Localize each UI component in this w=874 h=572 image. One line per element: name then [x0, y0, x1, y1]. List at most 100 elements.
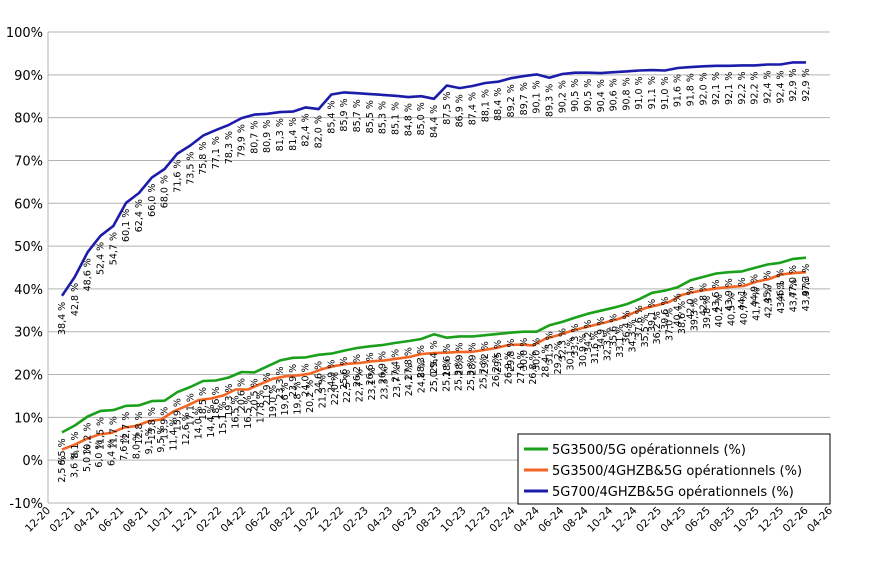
data-label: 79,9 %: [237, 124, 248, 157]
x-tick-label: 12-22: [316, 505, 346, 535]
data-label: 29,8 %: [506, 339, 517, 372]
data-label: 92,4 %: [763, 70, 774, 103]
x-tick-label: 04-26: [805, 504, 835, 534]
x-tick-label: 10-25: [732, 505, 762, 535]
data-label: 30,9 %: [578, 334, 589, 367]
data-label: 34,9 %: [596, 317, 607, 350]
data-label: 88,4 %: [493, 88, 504, 121]
data-label: 24,8 %: [417, 360, 428, 393]
grid-lines: [47, 31, 830, 504]
data-label: 14,4 %: [206, 405, 217, 438]
x-tick-label: 10-22: [292, 505, 322, 535]
x-tick-label: 12-21: [170, 505, 200, 535]
data-label: 90,4 %: [596, 79, 607, 112]
data-label: 82,4 %: [301, 113, 312, 146]
x-tick-label: 06-25: [683, 505, 713, 535]
data-label: 9,5 %: [156, 426, 167, 453]
data-label: 44,1 %: [737, 277, 748, 310]
data-label: 34,2 %: [583, 320, 594, 353]
data-label: 34,3 %: [627, 319, 638, 352]
data-label: 6,0 %: [94, 441, 105, 468]
data-label: 92,9 %: [788, 68, 799, 101]
data-label: 37,6 %: [634, 305, 645, 338]
data-label: 42,8 %: [698, 283, 709, 316]
data-label: 85,9 %: [339, 98, 350, 131]
legend-box: [517, 433, 831, 505]
data-label: 80,9 %: [262, 120, 273, 153]
data-label: 20,2 %: [305, 380, 316, 413]
data-label: 77,1 %: [211, 136, 222, 169]
data-label: 22,7 %: [355, 369, 366, 402]
data-label: 71,6 %: [172, 160, 183, 193]
x-tick-label: 08-24: [561, 504, 591, 534]
data-label: 81,4 %: [288, 118, 299, 151]
data-label: 75,8 %: [198, 142, 209, 175]
data-label: 28,4 %: [541, 345, 552, 378]
data-label: 47,3 %: [801, 264, 812, 297]
data-label: 39,3 %: [689, 298, 700, 331]
x-tick-label: 04-23: [365, 505, 395, 535]
data-label: 11,4 %: [169, 417, 180, 450]
x-tick-label: 06-24: [536, 504, 566, 534]
data-label: 85,3 %: [378, 101, 389, 134]
data-label: 35,5 %: [640, 314, 651, 347]
x-tick-label: 10-21: [145, 505, 175, 535]
data-label: 13,9 %: [160, 407, 171, 440]
data-label: 28,9 %: [468, 342, 479, 375]
data-label: 6,5 %: [57, 438, 68, 465]
data-label: 44,9 %: [750, 274, 761, 307]
data-label: 21,9 %: [262, 372, 273, 405]
y-tick-label: 70%: [14, 154, 43, 169]
data-label: 22,0 %: [330, 372, 341, 405]
data-label: 40,4 %: [673, 293, 684, 326]
data-label: 25,6 %: [339, 357, 350, 390]
data-label: 26,8 %: [528, 351, 539, 384]
data-label: 32,3 %: [603, 328, 614, 361]
data-label: 85,7 %: [352, 99, 363, 132]
x-tick-label: 10-23: [438, 505, 468, 535]
data-label: 11,5 %: [96, 417, 107, 450]
y-tick-label: 30%: [14, 326, 43, 341]
data-label: 48,6 %: [83, 258, 94, 291]
y-tick-label: 20%: [14, 369, 43, 384]
data-label: 36,4 %: [621, 310, 632, 343]
series-line: [61, 256, 807, 434]
x-tick-label: 02-21: [47, 505, 77, 535]
data-label: 12,8 %: [134, 411, 145, 444]
data-label: 87,5 %: [442, 91, 453, 124]
data-label: 28,9 %: [455, 342, 466, 375]
data-label: 41,7 %: [751, 288, 762, 321]
x-axis-tick-labels: 12-2002-2104-2106-2108-2110-2112-2102-22…: [23, 504, 835, 534]
data-label: 7,6 %: [119, 434, 130, 461]
series-lines: [60, 61, 807, 451]
data-label: 25,3 %: [454, 358, 465, 391]
y-tick-label: 60%: [14, 197, 43, 212]
legend: 5G3500/5G opérationnels (%) 5G3500/4GHZB&…: [517, 433, 831, 505]
data-label: 18,5 %: [198, 387, 209, 420]
x-tick-label: 08-23: [414, 505, 444, 535]
data-label: 24,6 %: [314, 361, 325, 394]
x-tick-label: 04-25: [658, 505, 688, 535]
data-label: 31,5 %: [544, 331, 555, 364]
data-label: 30,0 %: [532, 338, 543, 371]
data-label: 29,5 %: [493, 340, 504, 373]
data-label: 91,0 %: [634, 76, 645, 109]
data-label: 90,2 %: [557, 80, 568, 113]
data-label: 68,0 %: [160, 175, 171, 208]
data-label: 3,6 %: [69, 451, 80, 478]
data-label: 92,2 %: [750, 71, 761, 104]
data-label: 45,7 %: [763, 270, 774, 303]
x-tick-label: 02-24: [487, 504, 517, 534]
data-label: 23,3 %: [275, 366, 286, 399]
x-tick-label: 04-24: [512, 504, 542, 534]
data-label: 40,2 %: [714, 294, 725, 327]
data-label: 92,9 %: [801, 68, 812, 101]
x-tick-label: 08-25: [707, 505, 737, 535]
y-tick-label: 40%: [14, 283, 43, 298]
data-label: 33,3 %: [570, 324, 581, 357]
x-tick-label: 08-21: [121, 505, 151, 535]
data-label: 90,5 %: [583, 79, 594, 112]
data-label: 32,3 %: [557, 328, 568, 361]
data-label: 27,4 %: [390, 349, 401, 382]
y-tick-label: 90%: [14, 69, 43, 84]
